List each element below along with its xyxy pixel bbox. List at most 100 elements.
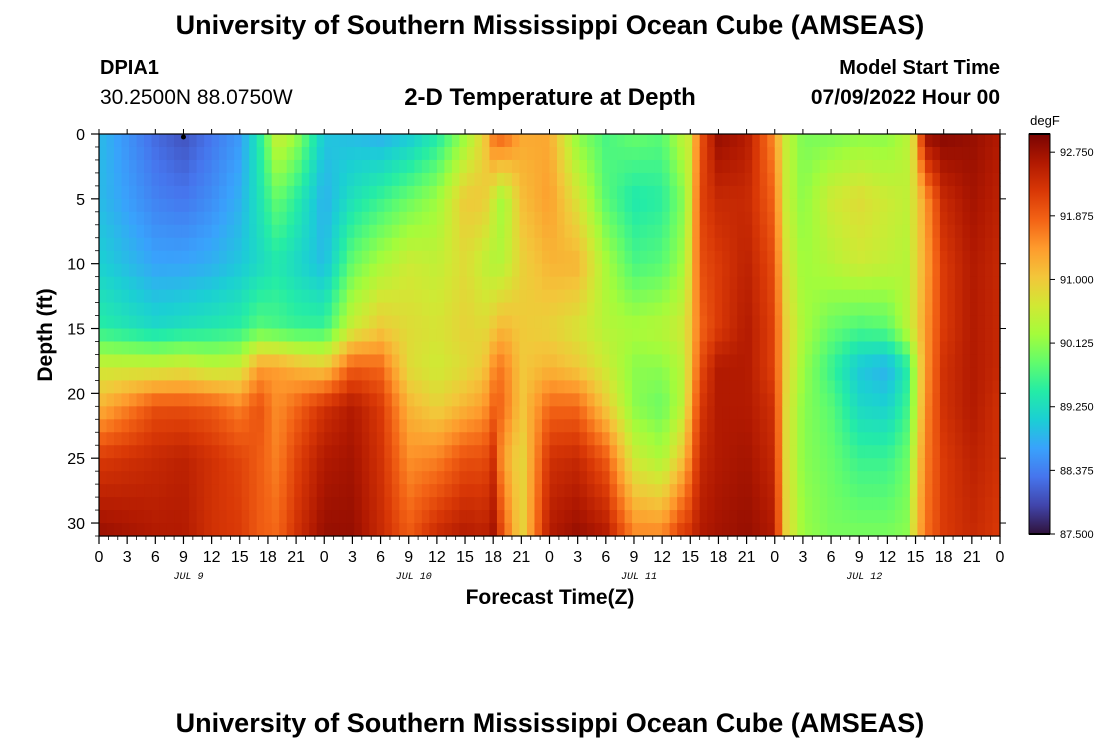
heatmap-cell: [519, 497, 528, 511]
heatmap-cell: [496, 497, 506, 511]
heatmap-cell: [842, 159, 851, 174]
heatmap-cell: [752, 289, 761, 304]
heatmap-cell: [842, 471, 851, 485]
heatmap-cell: [909, 406, 919, 420]
heatmap-cell: [714, 523, 723, 537]
heatmap-cell: [857, 471, 866, 485]
heatmap-cell: [271, 458, 280, 472]
heatmap-cell: [864, 406, 873, 420]
heatmap-cell: [714, 211, 723, 226]
heatmap-cell: [166, 302, 175, 317]
heatmap-cell: [932, 146, 941, 161]
heatmap-cell: [902, 497, 911, 511]
heatmap-cell: [684, 393, 693, 407]
heatmap-cell: [662, 354, 671, 369]
heatmap-cell: [812, 367, 821, 381]
heatmap-cell: [301, 510, 310, 524]
heatmap-cell: [827, 419, 836, 433]
heatmap-cell: [797, 289, 806, 304]
heatmap-cell: [504, 341, 513, 356]
x-tick-label: 21: [512, 549, 530, 566]
heatmap-cell: [504, 445, 513, 459]
heatmap-cell: [511, 354, 521, 369]
colorbar-tick-label: 91.875: [1060, 211, 1094, 223]
heatmap-cell: [534, 471, 543, 485]
heatmap-cell: [767, 458, 776, 472]
heatmap-cell: [196, 328, 205, 343]
heatmap-cell: [782, 445, 791, 459]
heatmap-cell: [121, 302, 130, 317]
heatmap-cell: [894, 471, 903, 485]
heatmap-cell: [692, 393, 701, 407]
heatmap-cell: [534, 510, 543, 524]
heatmap-cell: [662, 341, 671, 356]
heatmap-cell: [264, 263, 273, 278]
heatmap-cell: [767, 341, 776, 356]
heatmap-cell: [812, 458, 821, 472]
heatmap-cell: [624, 497, 633, 511]
heatmap-cell: [474, 471, 483, 485]
heatmap-cell: [451, 172, 460, 187]
heatmap-cell: [504, 523, 513, 537]
heatmap-cell: [654, 341, 663, 356]
heatmap-cell: [564, 471, 573, 485]
heatmap-cell: [421, 380, 430, 394]
y-tick-label: 15: [67, 322, 85, 339]
heatmap-cell: [564, 354, 573, 369]
heatmap-cell: [842, 367, 851, 381]
heatmap-cell: [241, 484, 250, 498]
heatmap-cell: [129, 315, 138, 330]
heatmap-cell: [181, 445, 190, 459]
heatmap-cell: [729, 328, 738, 343]
heatmap-cell: [812, 341, 821, 356]
heatmap-cell: [729, 510, 738, 524]
heatmap-cell: [639, 432, 648, 446]
heatmap-cell: [894, 445, 903, 459]
heatmap-cell: [301, 419, 310, 433]
heatmap-cell: [654, 328, 663, 343]
heatmap-cell: [684, 172, 693, 187]
heatmap-cell: [669, 484, 678, 498]
heatmap-cell: [654, 263, 663, 278]
heatmap-cell: [722, 302, 731, 317]
heatmap-cell: [144, 224, 153, 239]
heatmap-cell: [421, 263, 430, 278]
heatmap-cell: [286, 497, 295, 511]
heatmap-cell: [624, 419, 633, 433]
heatmap-cell: [144, 484, 153, 498]
heatmap-cell: [669, 224, 678, 239]
heatmap-cell: [219, 419, 228, 433]
heatmap-cell: [376, 523, 385, 537]
heatmap-cell: [136, 497, 145, 511]
heatmap-cell: [159, 458, 168, 472]
heatmap-cell: [399, 380, 408, 394]
heatmap-cell: [511, 432, 521, 446]
heatmap-cell: [354, 159, 363, 174]
heatmap-cell: [879, 315, 888, 330]
heatmap-cell: [279, 237, 288, 252]
heatmap-cell: [511, 523, 521, 537]
heatmap-cell: [977, 510, 986, 524]
heatmap-cell: [737, 263, 746, 278]
heatmap-cell: [189, 445, 198, 459]
heatmap-cell: [421, 276, 430, 291]
heatmap-cell: [204, 134, 213, 148]
heatmap-cell: [992, 380, 1001, 394]
heatmap-cell: [391, 328, 400, 343]
heatmap-cell: [241, 237, 250, 252]
heatmap-cell: [466, 263, 476, 278]
heatmap-cell: [196, 159, 205, 174]
heatmap-cell: [256, 419, 265, 433]
heatmap-cell: [159, 146, 168, 161]
heatmap-cell: [759, 367, 768, 381]
heatmap-cell: [557, 315, 566, 330]
heatmap-cell: [279, 458, 288, 472]
heatmap-cell: [767, 289, 776, 304]
heatmap-cell: [219, 354, 228, 369]
heatmap-cell: [489, 393, 498, 407]
heatmap-cell: [234, 315, 243, 330]
heatmap-cell: [677, 315, 686, 330]
heatmap-cell: [301, 406, 310, 420]
heatmap-cell: [782, 432, 791, 446]
heatmap-cell: [384, 523, 393, 537]
